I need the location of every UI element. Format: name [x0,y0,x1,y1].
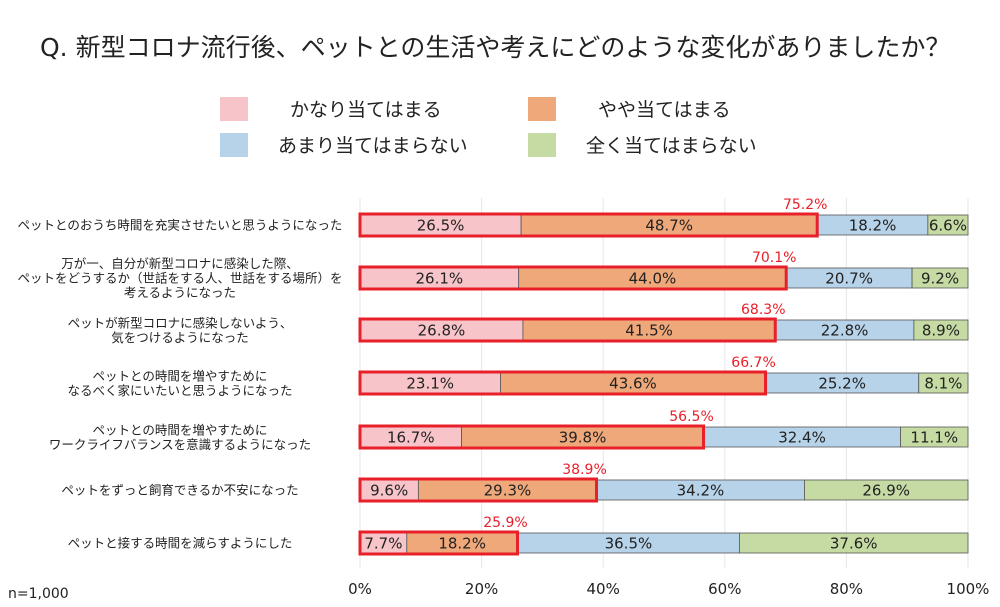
x-tick-label: 60% [708,580,741,598]
segment-value-label: 18.2% [849,217,897,235]
segment-value-label: 26.5% [417,217,465,235]
segment-value-label: 8.1% [924,375,962,393]
category-label: 考えるようになった [124,285,236,300]
segment-value-label: 34.2% [677,482,725,500]
category-label: ペットと接する時間を減らすようにした [68,536,293,551]
segment-value-label: 23.1% [406,375,454,393]
category-label: ペットとのおうち時間を充実させたいと思うようになった [18,218,343,233]
segment-value-label: 44.0% [629,270,677,288]
segment-value-label: 26.8% [418,322,466,340]
top2-total-label: 68.3% [741,302,785,318]
top2-total-label: 75.2% [783,197,827,213]
category-label: ペットをどうするか（世話をする人、世話をする場所）を [17,271,342,286]
category-label: 万が一、自分が新型コロナに感染した際、 [61,256,299,271]
x-tick-label: 0% [348,580,372,598]
bar-segment [918,372,969,394]
segment-value-label: 8.9% [922,322,960,340]
bar-segment [913,319,969,341]
top2-total-label: 70.1% [752,250,796,266]
legend-swatch [528,133,556,157]
top2-highlight-box [358,265,788,291]
top2-total-label: 38.9% [562,462,606,478]
segment-value-label: 37.6% [830,535,878,553]
legend-swatch [220,133,248,157]
bar-segment [900,426,969,448]
category-label: 気をつけるようになった [111,330,249,345]
top2-highlight-box [358,317,777,343]
legend-swatch [220,97,248,121]
segment-value-label: 9.2% [921,270,959,288]
legend-label: あまり当てはまらない [278,135,468,157]
top2-highlight-box [358,424,706,450]
segment-value-label: 26.1% [416,270,464,288]
top2-total-label: 56.5% [669,409,713,425]
category-label: ペットとの時間を増やすために [93,368,268,383]
category-label: ペットをずっと飼育できるか不安になった [61,483,298,498]
top2-highlight-box [358,370,768,396]
bar-segment [804,479,969,501]
segment-value-label: 25.2% [818,375,866,393]
category-labels: ペットとのおうち時間を充実させたいと思うようになった万が一、自分が新型コロナに感… [17,218,342,551]
sample-size-note: n=1,000 [8,586,69,602]
x-tick-label: 20% [465,580,498,598]
segment-value-label: 32.4% [778,429,826,447]
legend-label: 全く当てはまらない [586,135,757,157]
x-tick-label: 80% [830,580,863,598]
segment-value-label: 16.7% [387,429,435,447]
segment-value-label: 26.9% [862,482,910,500]
legend-label: やや当てはまる [598,99,731,121]
segment-value-label: 48.7% [645,217,693,235]
x-tick-label: 40% [587,580,620,598]
segment-value-label: 39.8% [559,429,607,447]
legend-label: かなり当てはまる [290,99,442,121]
segment-value-label: 22.8% [821,322,869,340]
segment-value-label: 43.6% [609,375,657,393]
top2-total-label: 25.9% [483,515,527,531]
top2-highlight-box [358,530,519,556]
bars: 26.5% 48.7% 18.2% 6.6% 75.2% 26.1% 44.0% 20.7% 9… [358,197,969,556]
bar-segment [911,267,969,289]
legend-swatch [528,97,556,121]
segment-value-label: 18.2% [438,535,486,553]
top2-highlight-box [358,212,819,238]
x-tick-label: 100% [947,580,990,598]
category-label: ペットが新型コロナに感染しないよう、 [68,315,293,330]
top2-highlight-box [358,477,599,503]
segment-value-label: 29.3% [484,482,532,500]
segment-value-label: 41.5% [625,322,673,340]
bar-segment [927,214,969,236]
segment-value-label: 7.7% [364,535,402,553]
segment-value-label: 20.7% [825,270,873,288]
category-label: ワークライフバランスを意識するようになった [49,437,311,452]
segment-value-label: 11.1% [910,429,958,447]
x-axis-ticks: 0% 20% 40% 60% 80% 100% [348,580,989,598]
segment-value-label: 6.6% [929,217,967,235]
chart-title: Q. 新型コロナ流行後、ペットとの生活や考えにどのような変化がありましたか？ [40,33,950,62]
top2-total-label: 66.7% [731,355,775,371]
category-label: ペットとの時間を増やすために [93,422,268,437]
segment-value-label: 36.5% [605,535,653,553]
segment-value-label: 9.6% [370,482,408,500]
category-label: なるべく家にいたいと思うようになった [67,383,292,398]
bar-segment [738,532,969,554]
